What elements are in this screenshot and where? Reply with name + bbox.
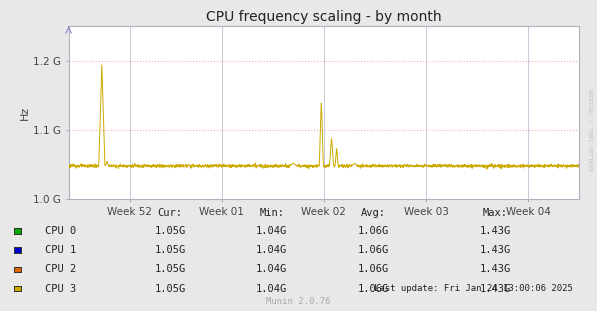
- Text: 1.05G: 1.05G: [155, 245, 186, 255]
- Text: 1.06G: 1.06G: [358, 264, 389, 274]
- Text: 1.06G: 1.06G: [358, 284, 389, 294]
- Text: 1.04G: 1.04G: [256, 245, 287, 255]
- Text: 1.43G: 1.43G: [480, 245, 511, 255]
- Text: RRDTOOL / TOBI OETIKER: RRDTOOL / TOBI OETIKER: [588, 89, 593, 172]
- Text: Min:: Min:: [259, 208, 284, 218]
- Text: 1.05G: 1.05G: [155, 264, 186, 274]
- Text: CPU 2: CPU 2: [45, 264, 76, 274]
- Text: 1.06G: 1.06G: [358, 226, 389, 236]
- Title: CPU frequency scaling - by month: CPU frequency scaling - by month: [206, 10, 442, 24]
- Text: 1.04G: 1.04G: [256, 284, 287, 294]
- Text: 1.43G: 1.43G: [480, 284, 511, 294]
- Text: 1.04G: 1.04G: [256, 226, 287, 236]
- Text: CPU 0: CPU 0: [45, 226, 76, 236]
- Text: Avg:: Avg:: [361, 208, 386, 218]
- Text: 1.04G: 1.04G: [256, 264, 287, 274]
- Text: CPU 1: CPU 1: [45, 245, 76, 255]
- Text: CPU 3: CPU 3: [45, 284, 76, 294]
- Text: Cur:: Cur:: [158, 208, 183, 218]
- Text: 1.43G: 1.43G: [480, 226, 511, 236]
- Y-axis label: Hz: Hz: [20, 106, 30, 120]
- Text: 1.05G: 1.05G: [155, 226, 186, 236]
- Text: 1.43G: 1.43G: [480, 264, 511, 274]
- Text: 1.05G: 1.05G: [155, 284, 186, 294]
- Text: Max:: Max:: [483, 208, 508, 218]
- Text: 1.06G: 1.06G: [358, 245, 389, 255]
- Text: Last update: Fri Jan 24 13:00:06 2025: Last update: Fri Jan 24 13:00:06 2025: [374, 284, 573, 293]
- Text: Munin 2.0.76: Munin 2.0.76: [266, 297, 331, 306]
